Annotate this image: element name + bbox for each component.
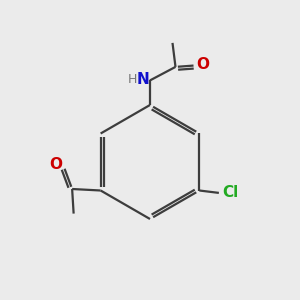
Text: O: O: [49, 157, 62, 172]
Text: N: N: [137, 72, 150, 87]
Text: O: O: [196, 57, 210, 72]
Text: Cl: Cl: [223, 185, 239, 200]
Text: H: H: [128, 73, 137, 86]
